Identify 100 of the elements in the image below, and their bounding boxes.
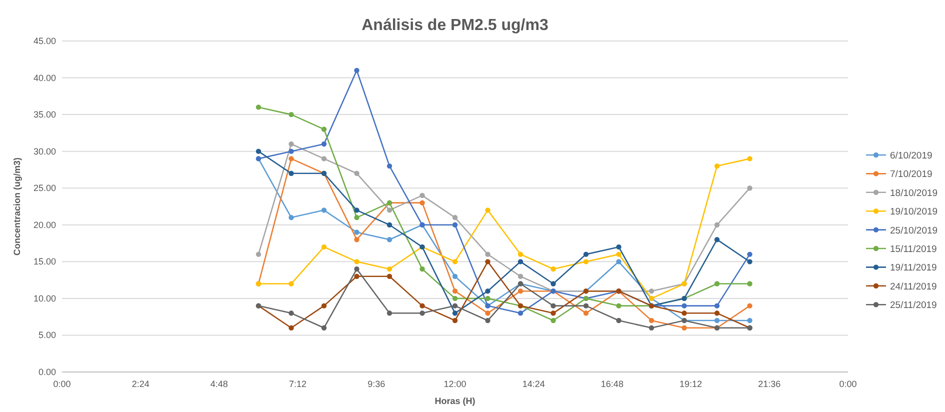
point xyxy=(288,325,294,330)
point xyxy=(682,310,687,316)
point xyxy=(420,200,425,206)
y-tick-label: 10.00 xyxy=(33,293,56,304)
point xyxy=(485,259,490,264)
point xyxy=(354,266,360,272)
x-tick-label: 21:36 xyxy=(758,379,781,389)
point xyxy=(485,252,490,257)
point xyxy=(420,266,425,272)
point xyxy=(321,303,327,308)
point xyxy=(386,222,392,228)
point xyxy=(648,318,654,324)
y-tick-label: 40.00 xyxy=(33,72,56,83)
x-tick-label: 14:24 xyxy=(522,379,545,389)
point xyxy=(485,318,490,324)
point xyxy=(714,237,720,242)
point xyxy=(321,141,327,147)
legend-label: 19/11/2019 xyxy=(890,262,937,274)
point xyxy=(386,163,392,169)
point xyxy=(550,318,556,324)
point xyxy=(354,259,360,264)
y-tick-label: 45.00 xyxy=(33,36,56,46)
point xyxy=(354,214,360,220)
point xyxy=(256,104,262,110)
point xyxy=(485,296,490,302)
point xyxy=(288,281,294,286)
point xyxy=(354,170,360,176)
y-tick-label: 25.00 xyxy=(33,183,56,194)
point xyxy=(648,288,654,294)
legend-label: 25/11/2019 xyxy=(890,300,937,312)
point xyxy=(288,148,294,154)
point xyxy=(648,325,654,330)
point xyxy=(288,112,294,118)
point xyxy=(321,126,327,132)
point xyxy=(321,156,327,162)
point xyxy=(583,303,589,308)
point xyxy=(386,266,392,272)
point xyxy=(452,303,458,308)
point xyxy=(583,252,589,257)
point xyxy=(747,303,752,308)
point xyxy=(518,274,524,279)
point xyxy=(321,325,327,330)
point xyxy=(616,318,622,324)
point xyxy=(518,252,524,257)
point xyxy=(714,303,720,308)
legend-label: 19/10/2019 xyxy=(890,206,938,218)
point xyxy=(288,156,294,162)
y-tick-label: 5.00 xyxy=(38,330,56,340)
point xyxy=(747,318,752,324)
point xyxy=(452,222,458,228)
point xyxy=(747,252,752,257)
point xyxy=(714,318,720,324)
x-tick-label: 0:00 xyxy=(53,379,71,389)
point xyxy=(452,259,458,264)
point xyxy=(386,237,392,242)
point xyxy=(550,281,556,286)
x-tick-label: 12:00 xyxy=(444,379,466,389)
point xyxy=(714,281,720,286)
point xyxy=(288,214,294,220)
point xyxy=(256,252,262,257)
point xyxy=(386,208,392,213)
y-tick-label: 0.00 xyxy=(38,367,56,377)
x-tick-label: 2:24 xyxy=(132,379,150,389)
y-tick-label: 20.00 xyxy=(33,220,56,230)
point xyxy=(321,208,327,213)
point xyxy=(485,208,490,213)
point xyxy=(747,259,752,264)
point xyxy=(321,244,327,250)
point xyxy=(452,296,458,302)
point xyxy=(682,303,687,308)
x-tick-label: 0:00 xyxy=(839,379,857,389)
point xyxy=(452,310,458,316)
point xyxy=(747,186,752,191)
x-tick-label: 7:12 xyxy=(289,379,307,389)
point xyxy=(747,281,752,286)
point xyxy=(420,192,425,198)
point xyxy=(354,274,360,279)
legend-label: 18/10/2019 xyxy=(890,188,938,199)
point xyxy=(616,259,622,264)
point xyxy=(550,303,556,308)
point xyxy=(583,259,589,264)
point xyxy=(485,288,490,294)
point xyxy=(485,310,490,316)
x-tick-label: 4:48 xyxy=(210,379,228,389)
point xyxy=(354,68,360,74)
point xyxy=(420,303,425,308)
point xyxy=(518,288,524,294)
y-tick-label: 35.00 xyxy=(33,110,56,120)
point xyxy=(682,325,687,330)
chart-title: Análisis de PM2.5 ug/m3 xyxy=(362,17,548,34)
point xyxy=(550,266,556,272)
legend-label: 15/11/2019 xyxy=(890,244,937,255)
x-tick-label: 19:12 xyxy=(680,379,702,389)
point xyxy=(518,259,524,264)
point xyxy=(452,318,458,324)
point xyxy=(616,252,622,257)
point xyxy=(354,208,360,213)
point xyxy=(452,288,458,294)
point xyxy=(354,237,360,242)
x-tick-label: 9:36 xyxy=(368,379,386,389)
